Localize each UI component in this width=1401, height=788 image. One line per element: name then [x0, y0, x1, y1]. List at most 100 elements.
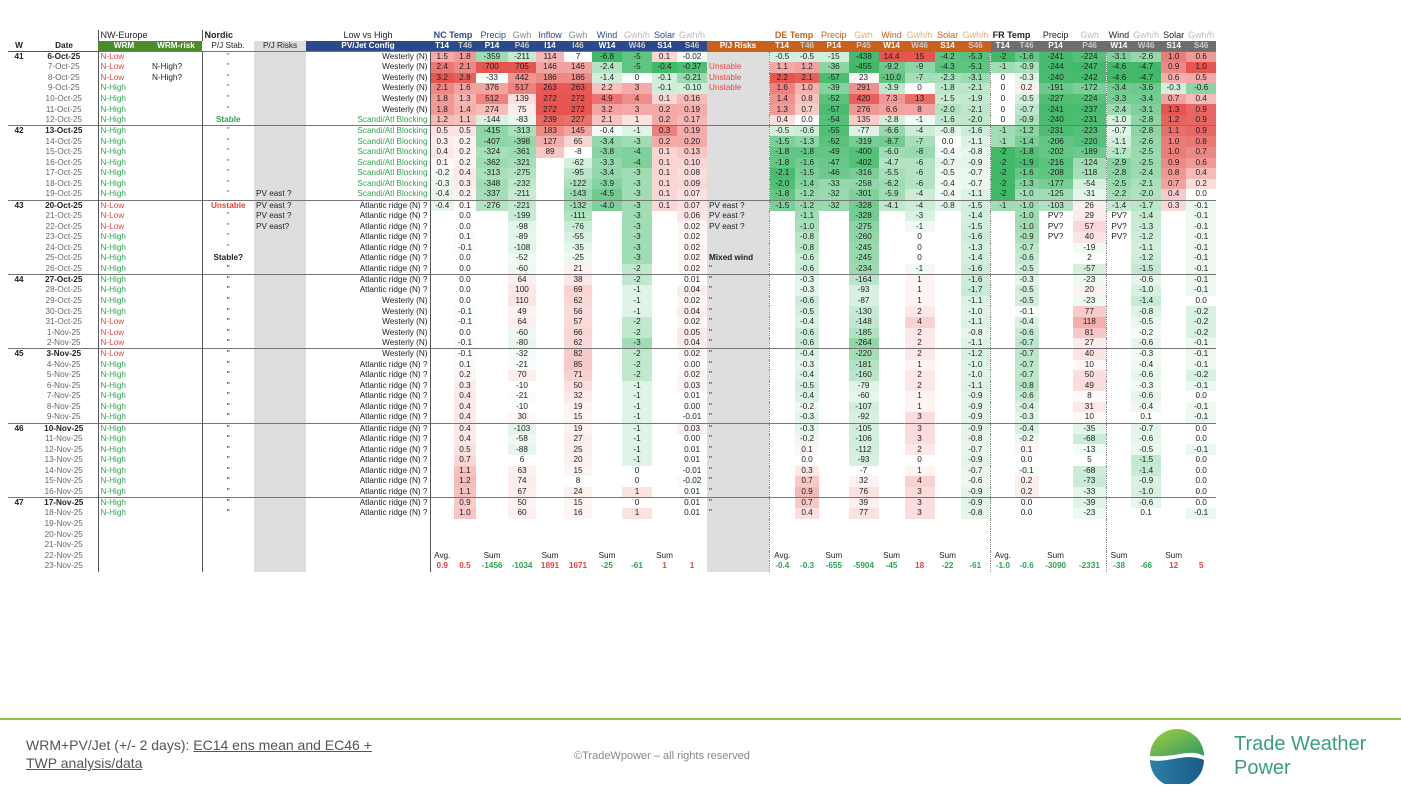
cell-s46: 0.02: [677, 316, 708, 328]
cell-p14: [1039, 285, 1073, 296]
cell-t46: -0.7: [1014, 359, 1039, 371]
cell-t14: [429, 221, 454, 232]
cell-s14: [935, 370, 961, 381]
cell-s14: [1161, 381, 1186, 392]
cell-t14: -2: [990, 157, 1015, 169]
cell-w: [8, 561, 30, 572]
header-precip-unit: Gwh: [512, 30, 532, 41]
cell-t46: 0.8: [795, 93, 820, 105]
cell-s46: 0.01: [677, 508, 708, 519]
cell-t14: 0.1: [429, 157, 454, 169]
cell-i46: 27: [564, 433, 592, 445]
cell-i46: 62: [564, 338, 592, 349]
cell-t14: [429, 380, 454, 392]
footer-source-link[interactable]: EC14 ens mean and EC46 +: [193, 737, 372, 753]
cell-s46: -0.6: [1186, 83, 1217, 94]
cell-s46: -1.1: [960, 295, 991, 307]
cell-s46: 0.9: [1186, 114, 1217, 126]
cell-t14: 0.3: [429, 136, 454, 147]
cell-w46: -3.6: [1131, 83, 1162, 94]
cell-w46: 0: [904, 455, 935, 466]
cell-s14: [652, 253, 677, 264]
cell-i46: 38: [564, 273, 592, 286]
cell-p-j-risks: [254, 444, 306, 456]
cell-s14: [1161, 508, 1186, 519]
cell-w14: -2.8: [878, 114, 905, 126]
cell-t14: 1.8: [429, 104, 454, 115]
cell-w46: -4: [622, 146, 653, 158]
cell-p14: [819, 487, 849, 498]
cell-t14: [768, 306, 796, 317]
cell-t14: Avg.: [429, 550, 454, 562]
table-row: 31-Oct-25 N-Low " Westerly (N) -0.1 64 57 -2 0.0…: [8, 316, 1217, 328]
cell-s14: [652, 422, 678, 434]
cell-w46: -4.7: [1131, 62, 1162, 73]
cell-t46: -0.5: [1014, 263, 1039, 275]
cell-s14: -22: [941, 561, 954, 571]
cell-t46: -1.1: [795, 210, 820, 222]
cell-pv-jet-config: Westerly (N): [382, 295, 428, 305]
cell-t46: 0.2: [1014, 486, 1039, 498]
cell-s46: 0.02: [677, 295, 708, 307]
cell-t14: 1.1: [768, 62, 796, 73]
cell-p-j-risks: [254, 348, 306, 360]
cell-p45: -316: [848, 168, 879, 179]
cell-s14: [652, 370, 677, 381]
cell-s14: [934, 497, 961, 509]
cell-t14: [429, 476, 454, 487]
cell-t46: 0.3: [454, 380, 476, 392]
cell-t14: [768, 465, 796, 477]
cell-w14: -6.2: [878, 178, 905, 190]
column-header-12: I46: [564, 40, 592, 52]
cell-p-j-risks: [707, 540, 770, 551]
table-row: 30-Oct-25 N-High " Westerly (N) -0.1 49 56 -1 0.…: [8, 306, 1217, 317]
cell-w14: -4.7: [878, 157, 905, 169]
cell-s46: 0.03: [677, 380, 708, 392]
cell-wrm-risk: [150, 370, 202, 381]
cell-i46: [564, 519, 592, 530]
cell-p-j-risks: ": [707, 412, 770, 424]
cell-w46: -1: [622, 306, 653, 317]
cell-t46: -1.0: [795, 221, 820, 232]
table-row: 1-Nov-25 N-Low " Westerly (N) 0.0 -60 66 -2 0.05…: [8, 327, 1217, 339]
cell-i46: 50: [564, 380, 592, 392]
cell-s14: [652, 391, 677, 402]
cell-t46: 0.4: [454, 433, 476, 445]
cell-s14: [652, 412, 677, 423]
column-header-0: W: [8, 40, 30, 52]
cell-t46: -0.9: [1014, 62, 1039, 73]
cell-w46: -1.2: [1131, 231, 1162, 243]
cell-p45: -77: [848, 125, 879, 137]
cell-s46: 0.04: [677, 306, 708, 317]
table-row: 15-Oct-25 N-High " Scandi/Atl Blocking 0.4 0.…: [8, 146, 1217, 158]
cell-s14: 1.2: [1161, 114, 1187, 126]
cell-s14: 0.7: [1161, 93, 1187, 105]
cell-wrm-risk: [150, 412, 202, 423]
cell-p14: [1039, 455, 1073, 466]
cell-w14: -2.8: [1106, 168, 1132, 179]
cell-p46: 57: [1072, 221, 1107, 232]
cell-w46: 1: [904, 295, 935, 307]
cell-w14: -3.9: [878, 83, 905, 94]
cell-pv-jet-config: Atlantic ridge (N) ?: [359, 391, 428, 401]
cell-w14: [592, 422, 622, 434]
cell-w46: 1: [904, 401, 935, 413]
header-solar-unit: Gwh/h: [679, 30, 706, 41]
cell-s46: -0.7: [960, 168, 991, 179]
cell-t14: 1.5: [429, 50, 454, 62]
cell-p46: -220: [1072, 136, 1107, 147]
cell-t46: -0.6: [1014, 391, 1039, 402]
cell-p45: [849, 519, 879, 530]
cell-w46: -2: [622, 263, 653, 275]
cell-t14: -0.4: [768, 561, 796, 572]
cell-t46: -0.6: [795, 327, 820, 339]
cell-p-j-risks: [254, 561, 306, 572]
table-row: 17-Oct-25 N-High " Scandi/Atl Blocking -0.2 0…: [8, 168, 1217, 179]
footer-source-link-2[interactable]: TWP analysis/data: [26, 755, 143, 771]
table-row: 42 13-Oct-25 N-High " Scandi/Atl Blocking 0.5…: [8, 125, 1217, 137]
cell-w46: -2.6: [1131, 50, 1162, 62]
cell-s46: -1.0: [960, 306, 991, 317]
cell-w14: [1106, 359, 1132, 371]
cell-w14: -1.4: [1106, 199, 1132, 211]
cell-w14: [592, 348, 622, 360]
